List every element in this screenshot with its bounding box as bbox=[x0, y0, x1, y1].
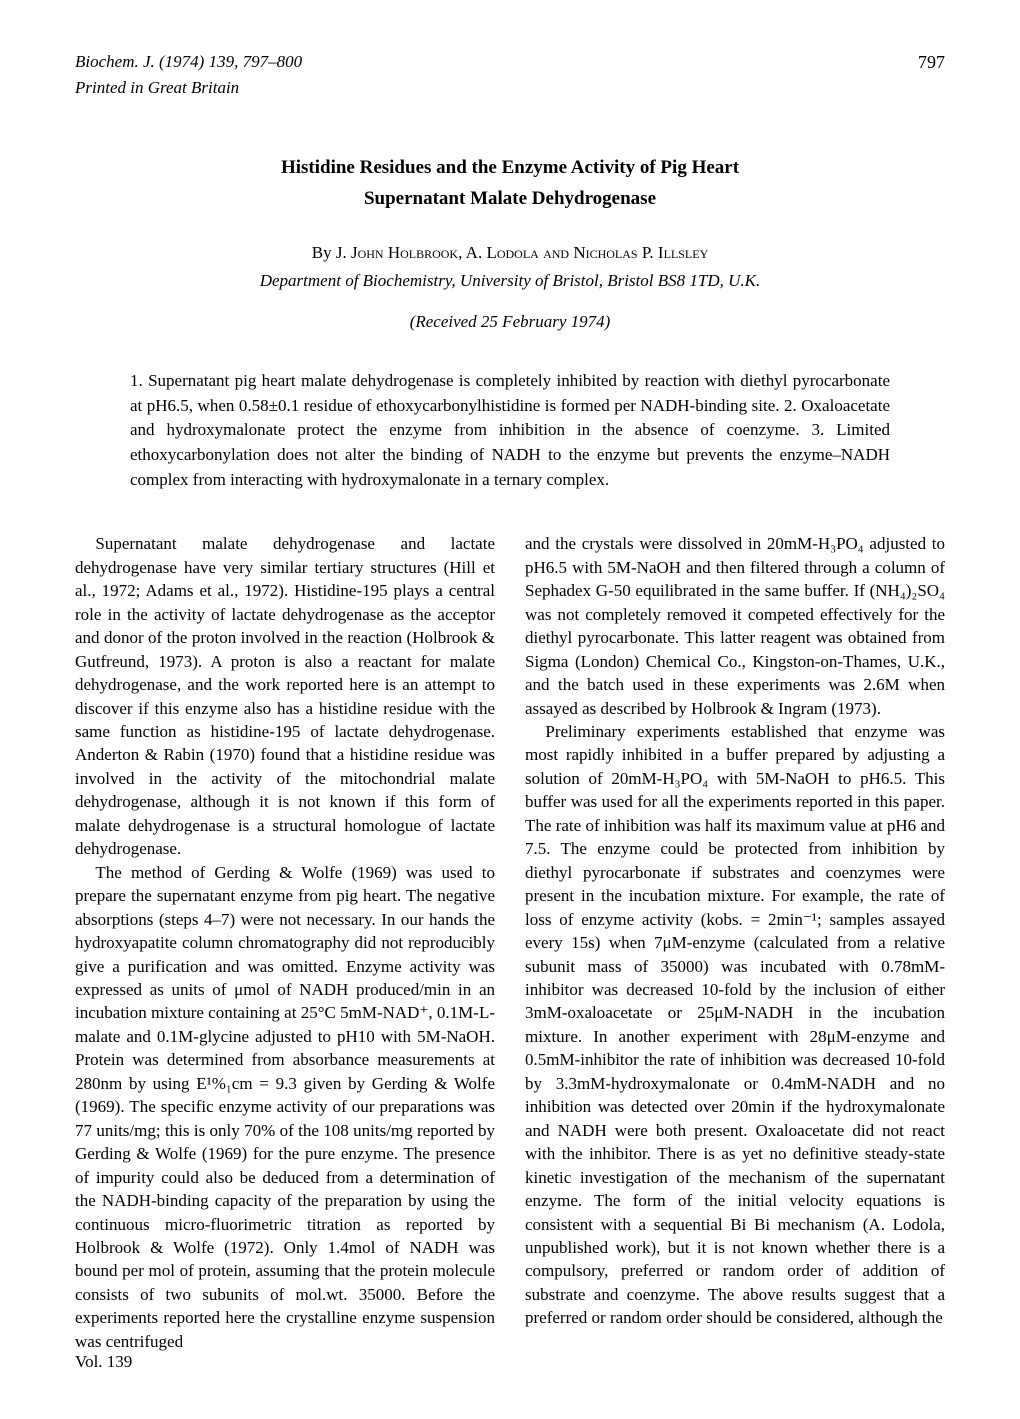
authors: By J. John Holbrook, A. Lodola and Nicho… bbox=[75, 241, 945, 265]
received-date: (Received 25 February 1974) bbox=[75, 310, 945, 334]
body-columns: Supernatant malate dehydrogenase and lac… bbox=[75, 532, 945, 1353]
body-paragraph: and the crystals were dissolved in 20mM-… bbox=[525, 532, 945, 720]
body-paragraph: Supernatant malate dehydrogenase and lac… bbox=[75, 532, 495, 860]
right-column: and the crystals were dissolved in 20mM-… bbox=[525, 532, 945, 1353]
abstract: 1. Supernatant pig heart malate dehydrog… bbox=[130, 369, 890, 492]
title-line2: Supernatant Malate Dehydrogenase bbox=[75, 186, 945, 213]
title-line1: Histidine Residues and the Enzyme Activi… bbox=[75, 155, 945, 182]
title-block: Histidine Residues and the Enzyme Activi… bbox=[75, 155, 945, 213]
journal-header-line1: Biochem. J. (1974) 139, 797–800 bbox=[75, 50, 945, 74]
volume-footer: Vol. 139 bbox=[75, 1350, 132, 1374]
left-column: Supernatant malate dehydrogenase and lac… bbox=[75, 532, 495, 1353]
authors-names: J. John Holbrook, A. Lodola and Nicholas… bbox=[336, 243, 708, 262]
body-paragraph: Preliminary experiments established that… bbox=[525, 720, 945, 1330]
body-paragraph: The method of Gerding & Wolfe (1969) was… bbox=[75, 861, 495, 1354]
authors-prefix: By bbox=[312, 243, 336, 262]
affiliation: Department of Biochemistry, University o… bbox=[75, 269, 945, 293]
page-number: 797 bbox=[918, 50, 945, 75]
journal-header-line2: Printed in Great Britain bbox=[75, 76, 945, 100]
